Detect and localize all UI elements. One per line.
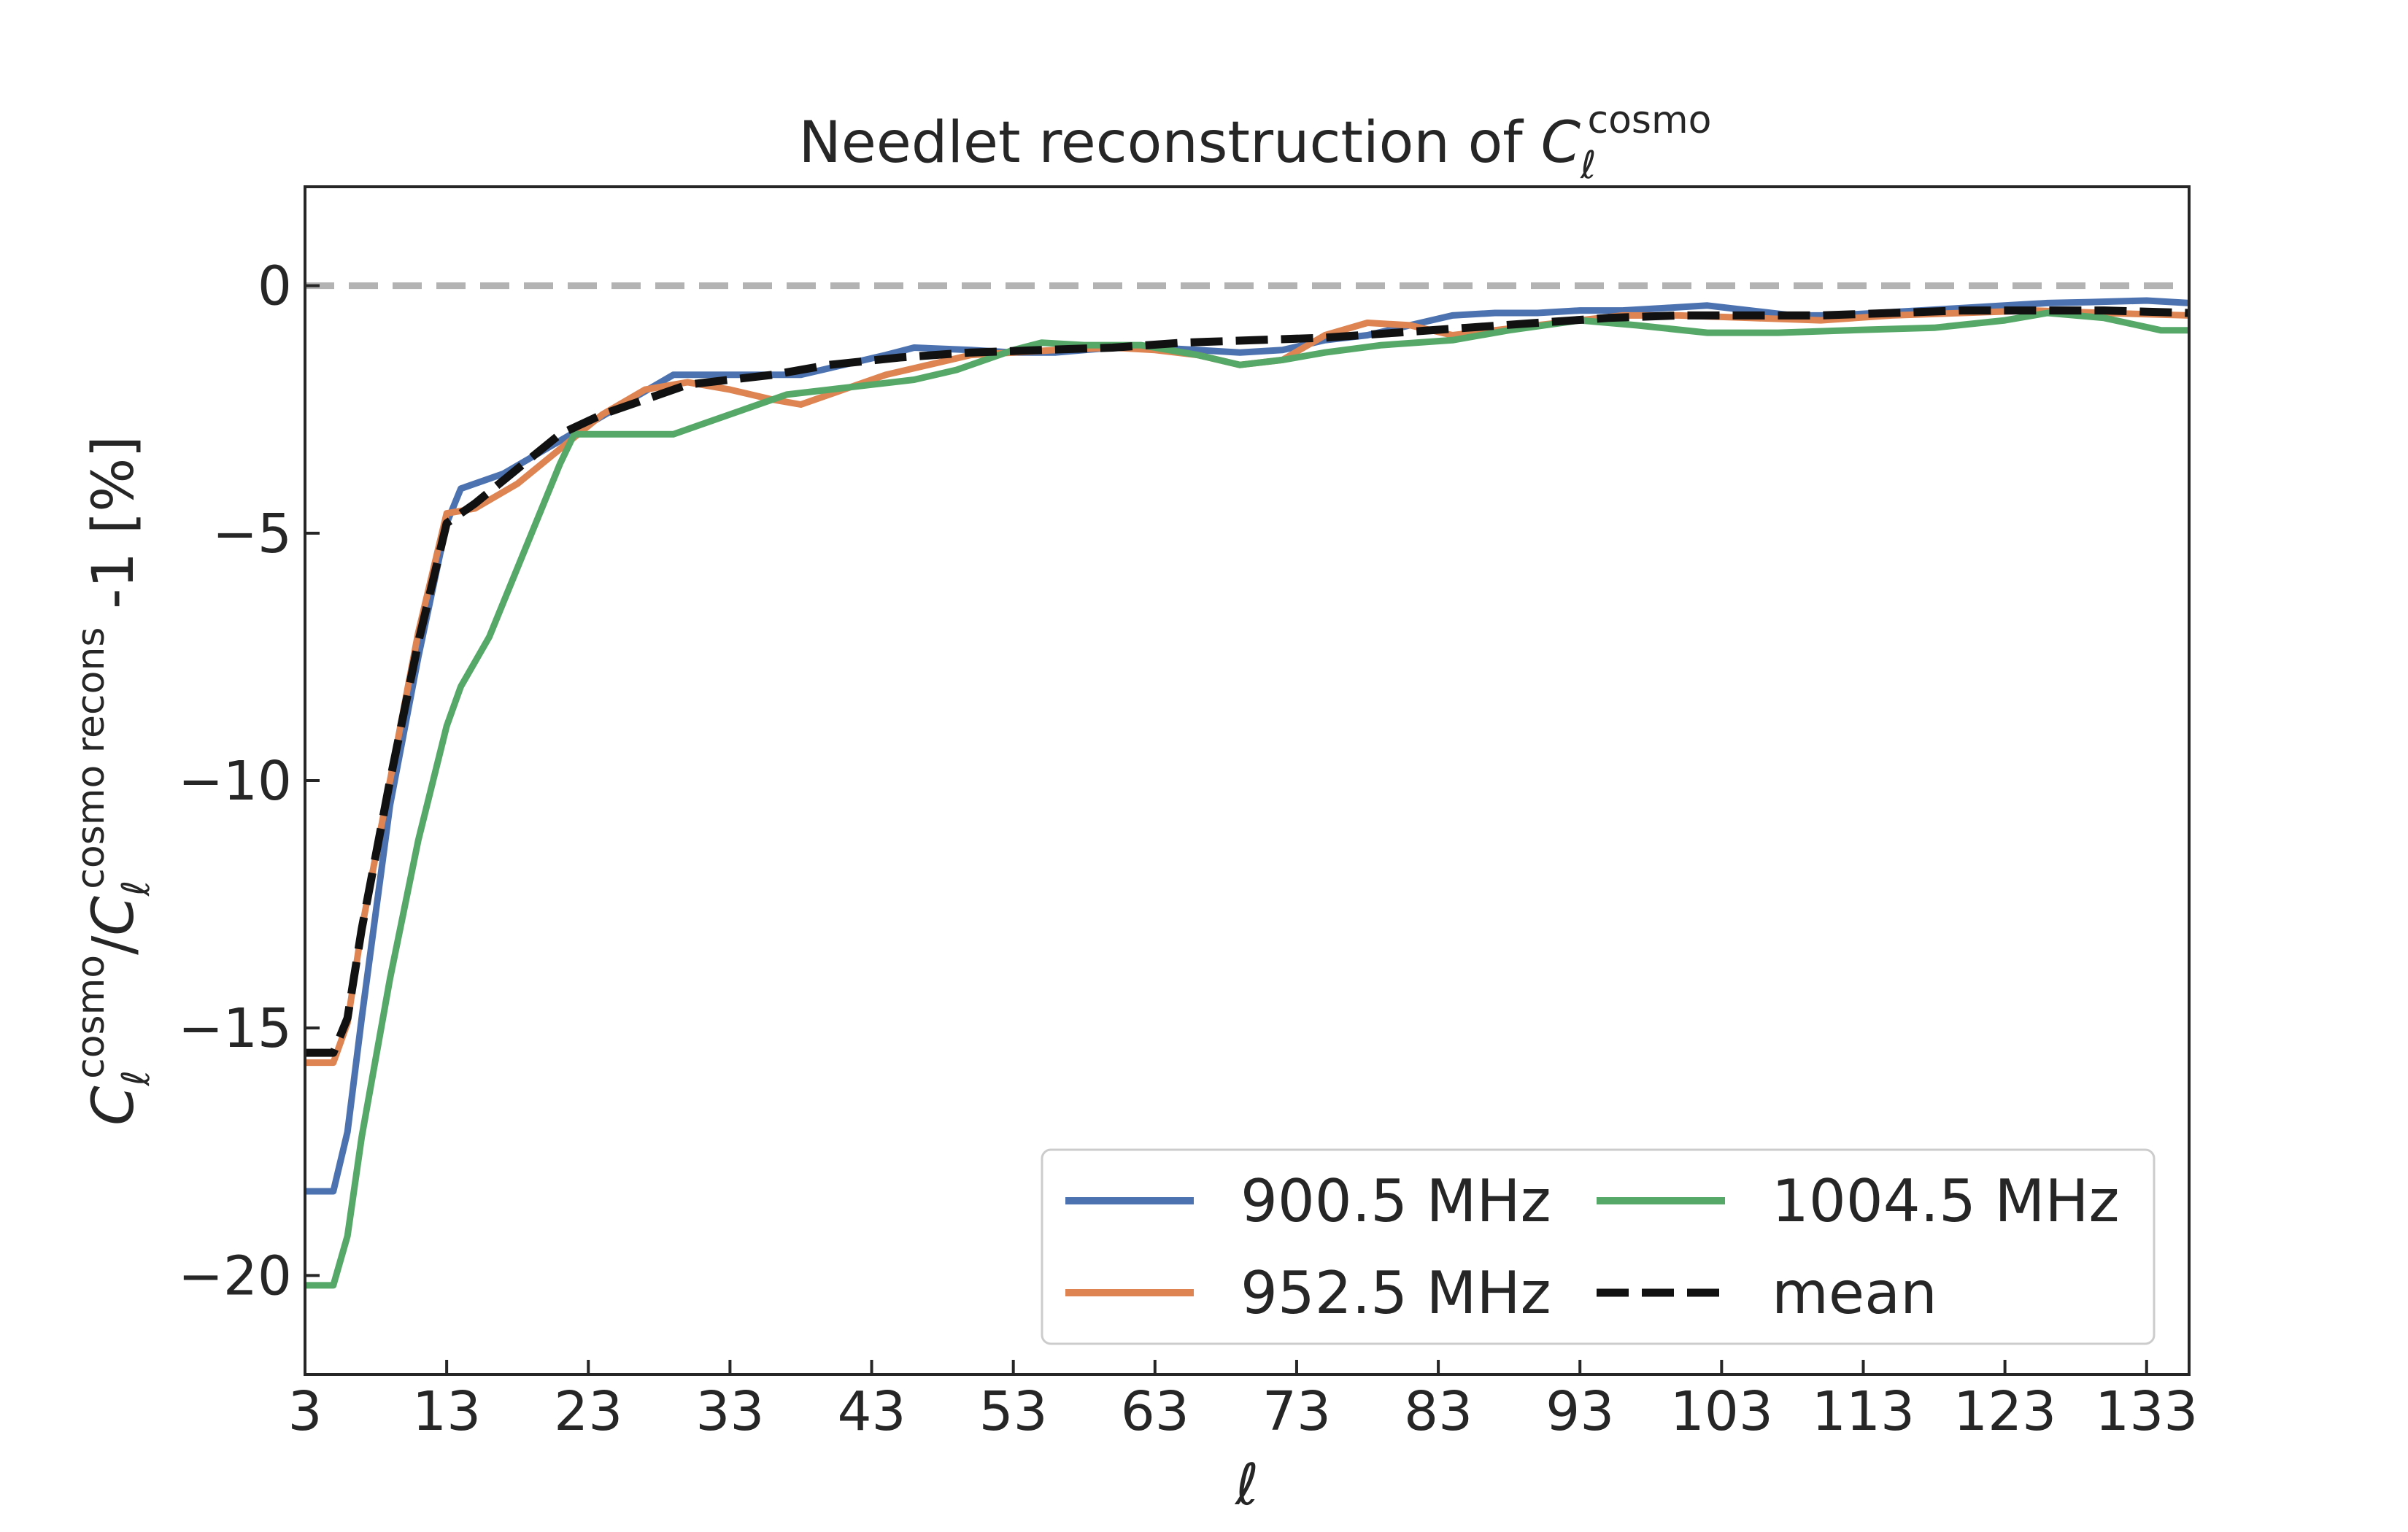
legend-label: 1004.5 MHz	[1772, 1167, 2120, 1235]
y-ticks: 0 −5 −10 −15 −20	[178, 255, 320, 1307]
y-tick-label: −5	[212, 503, 292, 565]
legend: 900.5 MHz 952.5 MHz 1004.5 MHz mean	[1041, 1148, 2156, 1345]
x-tick-label: 23	[554, 1380, 622, 1443]
series-line-1004-5-mhz	[305, 309, 2189, 1289]
x-tick-label: 103	[1670, 1380, 1773, 1443]
x-tick-label: 3	[288, 1380, 322, 1443]
plot-area: 3 13 23 33 43 53 63 73 83 93 103 113 123 133 0 −5 −10 −1…	[178, 185, 2198, 1443]
x-tick-label: 93	[1545, 1380, 1614, 1443]
x-tick-label: 73	[1262, 1380, 1331, 1443]
x-tick-label: 113	[1812, 1380, 1915, 1443]
y-tick-label: 0	[258, 255, 292, 318]
y-tick-label: −15	[178, 997, 292, 1060]
x-tick-label: 53	[979, 1380, 1048, 1443]
x-tick-label: 43	[837, 1380, 906, 1443]
x-ticks: 3 13 23 33 43 53 63 73 83 93 103 113 123 133	[288, 1360, 2198, 1443]
legend-label: 900.5 MHz	[1240, 1167, 1551, 1235]
legend-frame	[1041, 1148, 2156, 1345]
legend-label: mean	[1772, 1259, 1937, 1327]
y-tick-label: −20	[178, 1245, 292, 1307]
x-tick-label: 33	[695, 1380, 764, 1443]
y-tick-label: −10	[178, 750, 292, 813]
x-tick-label: 83	[1404, 1380, 1473, 1443]
x-axis-label: ℓ	[1234, 1452, 1259, 1518]
series-line-mean	[305, 306, 2189, 1057]
series-layer	[305, 297, 2189, 1289]
chart-title: Needlet reconstruction of Cℓcosmo	[799, 98, 1712, 187]
x-tick-label: 63	[1121, 1380, 1189, 1443]
x-tick-label: 13	[412, 1380, 481, 1443]
x-tick-label: 133	[2095, 1380, 2198, 1443]
x-tick-label: 123	[1953, 1380, 2056, 1443]
y-axis-label: Cℓcosmo/Cℓcosmo recons -1 [%]	[69, 436, 158, 1126]
legend-label: 952.5 MHz	[1240, 1259, 1551, 1327]
